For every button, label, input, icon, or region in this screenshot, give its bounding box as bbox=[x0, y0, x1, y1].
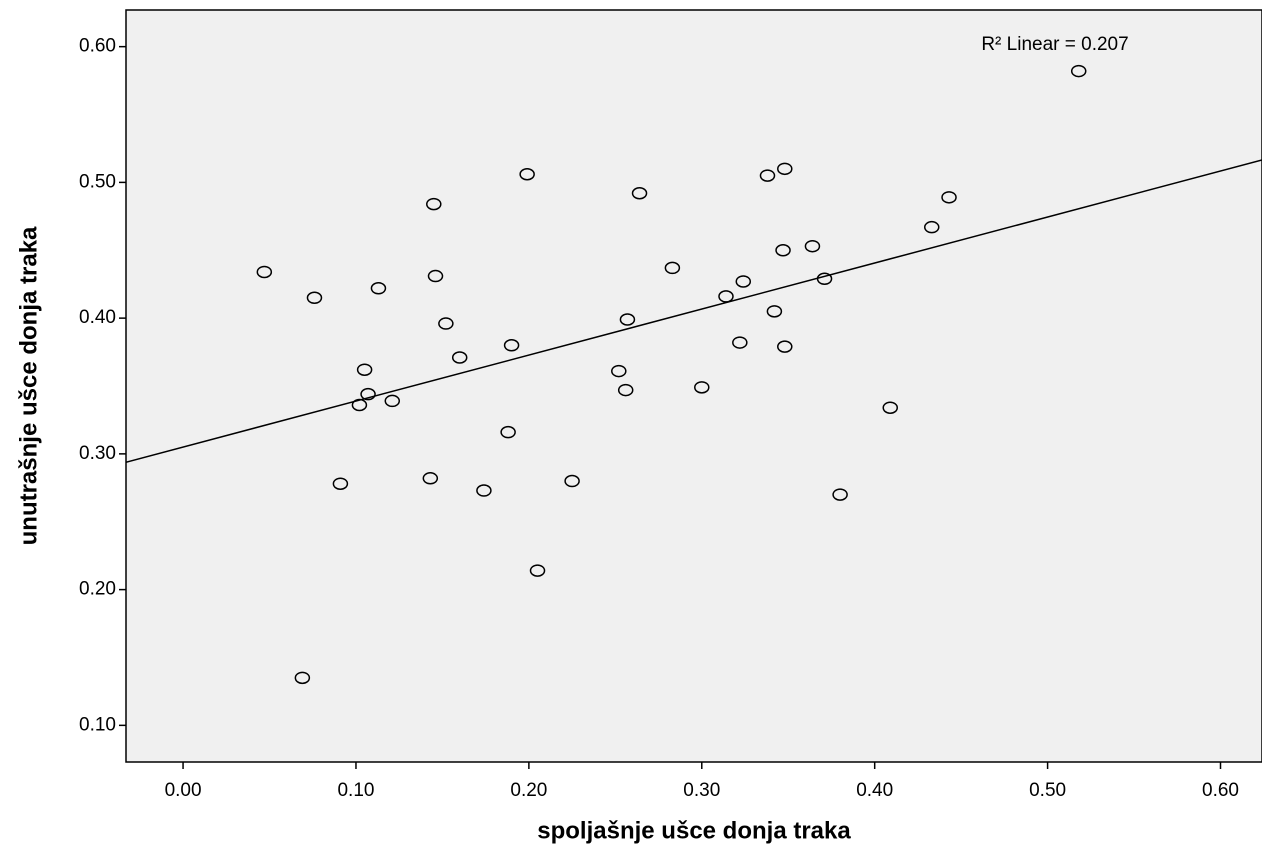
point bbox=[500, 425, 516, 439]
annotation: R² Linear = 0.207 bbox=[981, 34, 1128, 55]
y-tick-label: 0.40 bbox=[79, 307, 116, 328]
point bbox=[503, 339, 520, 352]
point bbox=[422, 472, 439, 485]
point bbox=[438, 317, 454, 330]
point bbox=[816, 272, 833, 286]
y-axis-title: unutrašnje ušce donja traka bbox=[15, 226, 42, 545]
point bbox=[476, 484, 492, 497]
point bbox=[775, 244, 791, 257]
point bbox=[777, 162, 793, 176]
point bbox=[941, 191, 957, 204]
point bbox=[766, 305, 783, 318]
y-tick-label: 0.50 bbox=[79, 171, 116, 192]
x-tick-label: 0.50 bbox=[1029, 780, 1066, 801]
point bbox=[529, 564, 546, 577]
plot-area bbox=[125, 9, 1262, 763]
point bbox=[804, 239, 821, 253]
point bbox=[370, 282, 387, 295]
x-tick-label: 0.20 bbox=[510, 780, 547, 801]
x-tick-label: 0.30 bbox=[683, 780, 720, 801]
point bbox=[360, 387, 376, 401]
point bbox=[384, 394, 401, 408]
point bbox=[611, 364, 627, 378]
x-tick-label: 0.00 bbox=[165, 780, 202, 801]
y-tick-label: 0.60 bbox=[79, 36, 116, 57]
point bbox=[759, 169, 776, 182]
x-axis-title: spoljašnje ušce donja traka bbox=[537, 817, 851, 844]
point bbox=[564, 474, 580, 488]
point bbox=[332, 477, 349, 490]
point bbox=[427, 269, 444, 283]
point bbox=[351, 398, 368, 412]
point bbox=[294, 671, 311, 685]
point bbox=[426, 197, 442, 211]
point bbox=[306, 291, 323, 305]
y-tick-label: 0.20 bbox=[79, 579, 116, 600]
y-tick-label: 0.10 bbox=[79, 714, 116, 735]
point bbox=[617, 383, 634, 397]
point bbox=[631, 186, 648, 200]
point bbox=[882, 401, 898, 414]
point bbox=[1070, 64, 1087, 78]
x-tick-label: 0.10 bbox=[337, 780, 374, 801]
y-tick-label: 0.30 bbox=[79, 443, 116, 464]
point bbox=[832, 488, 848, 501]
point bbox=[356, 363, 373, 376]
point bbox=[777, 340, 793, 353]
point bbox=[735, 275, 752, 288]
point bbox=[619, 313, 636, 326]
point bbox=[923, 220, 940, 234]
x-tick-label: 0.40 bbox=[856, 780, 893, 801]
point bbox=[256, 265, 273, 279]
point bbox=[694, 381, 710, 394]
x-tick-label: 0.60 bbox=[1202, 780, 1239, 801]
point bbox=[718, 290, 734, 303]
point bbox=[732, 336, 748, 349]
point bbox=[451, 351, 468, 364]
point bbox=[664, 261, 681, 275]
point bbox=[519, 167, 535, 181]
fit-line bbox=[125, 159, 1262, 463]
